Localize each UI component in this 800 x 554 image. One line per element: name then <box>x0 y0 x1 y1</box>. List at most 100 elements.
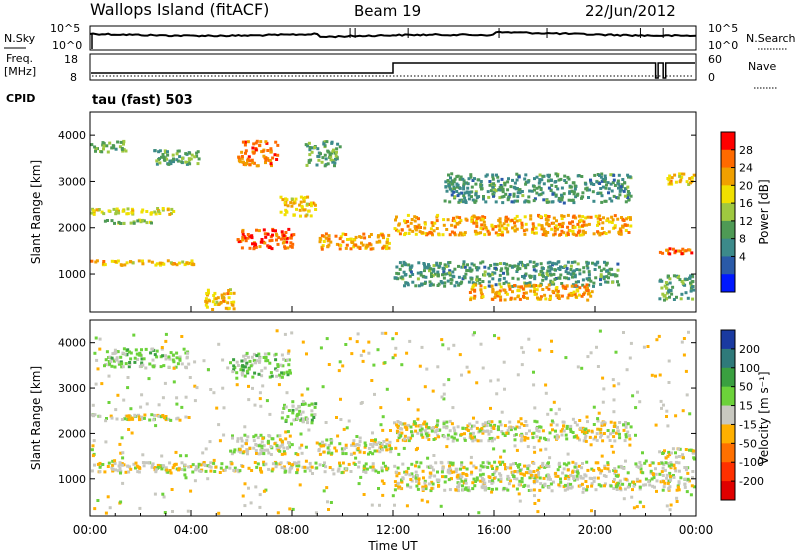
heatmap-cell <box>323 144 327 148</box>
heatmap-cell <box>151 358 155 362</box>
heatmap-cell <box>288 470 292 474</box>
heatmap-cell <box>554 172 558 176</box>
heatmap-cell <box>686 296 690 300</box>
heatmap-cell <box>483 270 487 274</box>
heatmap-cell <box>153 149 157 153</box>
heatmap-cell <box>147 377 151 381</box>
heatmap-cell <box>470 185 474 189</box>
heatmap-cell <box>453 225 457 229</box>
power-ylabel: Slant Range [km] <box>29 160 43 264</box>
heatmap-cell <box>681 281 685 285</box>
heatmap-cell <box>202 359 206 363</box>
heatmap-cell <box>667 450 671 454</box>
heatmap-cell <box>586 420 589 424</box>
heatmap-cell <box>160 261 164 265</box>
heatmap-cell <box>274 232 278 236</box>
heatmap-cell <box>596 427 600 431</box>
heatmap-cell <box>592 468 596 472</box>
heatmap-cell <box>299 214 302 218</box>
heatmap-cell <box>341 452 345 456</box>
heatmap-cell <box>455 185 459 189</box>
heatmap-cell <box>513 470 517 473</box>
heatmap-cell <box>417 261 421 265</box>
heatmap-cell <box>114 212 118 216</box>
heatmap-cell <box>546 477 550 481</box>
heatmap-cell <box>602 474 606 478</box>
heatmap-cell <box>555 294 559 298</box>
heatmap-cell <box>151 464 154 468</box>
heatmap-cell <box>572 214 576 218</box>
heatmap-cell <box>130 211 134 215</box>
heatmap-cell <box>496 179 500 183</box>
freq-tick-top: 18 <box>64 53 78 66</box>
heatmap-cell <box>298 483 302 487</box>
heatmap-cell <box>551 480 555 484</box>
heatmap-cell <box>114 209 118 213</box>
heatmap-cell <box>140 357 144 361</box>
heatmap-cell <box>603 421 607 425</box>
heatmap-cell <box>511 290 514 294</box>
heatmap-cell <box>639 463 643 467</box>
heatmap-cell <box>442 383 446 387</box>
heatmap-cell <box>282 450 286 454</box>
heatmap-cell <box>687 330 690 334</box>
heatmap-cell <box>98 470 102 474</box>
heatmap-cell <box>133 356 137 360</box>
heatmap-cell <box>364 462 368 466</box>
heatmap-cell <box>331 160 335 164</box>
heatmap-cell <box>118 463 122 467</box>
heatmap-cell <box>104 440 108 444</box>
heatmap-cell <box>606 280 610 284</box>
heatmap-cell <box>491 227 495 231</box>
heatmap-cell <box>606 217 610 221</box>
heatmap-cell <box>94 336 98 340</box>
heatmap-cell <box>161 207 165 210</box>
heatmap-cell <box>380 331 384 335</box>
heatmap-cell <box>442 425 446 429</box>
heatmap-cell <box>559 477 562 481</box>
heatmap-cell <box>613 184 617 187</box>
heatmap-cell <box>513 217 517 221</box>
heatmap-cell <box>535 475 539 479</box>
heatmap-cell <box>496 378 500 382</box>
colorbar-tick-label: 4 <box>739 250 746 263</box>
heatmap-cell <box>500 230 504 234</box>
heatmap-cell <box>279 363 283 367</box>
heatmap-cell <box>451 270 455 274</box>
heatmap-cell <box>552 272 556 276</box>
heatmap-cell <box>560 217 564 221</box>
heatmap-cell <box>357 443 361 447</box>
heatmap-cell <box>440 470 444 474</box>
heatmap-cell <box>239 239 243 243</box>
heatmap-cell <box>610 189 614 193</box>
heatmap-cell <box>654 374 657 378</box>
heatmap-cell <box>480 187 483 191</box>
heatmap-cell <box>193 360 197 364</box>
heatmap-cell <box>443 281 447 285</box>
heatmap-cell <box>448 261 452 264</box>
heatmap-cell <box>90 259 94 263</box>
heatmap-cell <box>497 478 501 482</box>
velocity-heatmap <box>90 329 696 515</box>
heatmap-cell <box>500 224 504 228</box>
heatmap-cell <box>377 470 380 474</box>
heatmap-cell <box>416 277 420 281</box>
heatmap-cell <box>553 229 557 233</box>
heatmap-cell <box>548 269 552 273</box>
heatmap-cell <box>662 463 666 467</box>
heatmap-cell <box>140 393 144 397</box>
heatmap-cell <box>291 507 295 511</box>
heatmap-cell <box>414 470 418 474</box>
heatmap-cell <box>623 439 627 443</box>
heatmap-cell <box>275 158 279 161</box>
heatmap-cell <box>475 217 479 221</box>
heatmap-cell <box>574 195 578 199</box>
heatmap-cell <box>327 448 331 452</box>
heatmap-cell <box>153 353 157 357</box>
heatmap-cell <box>517 492 521 496</box>
heatmap-cell <box>427 263 430 267</box>
heatmap-cell <box>474 192 478 196</box>
heatmap-cell <box>349 470 353 473</box>
heatmap-cell <box>338 360 342 364</box>
heatmap-cell <box>282 406 286 410</box>
